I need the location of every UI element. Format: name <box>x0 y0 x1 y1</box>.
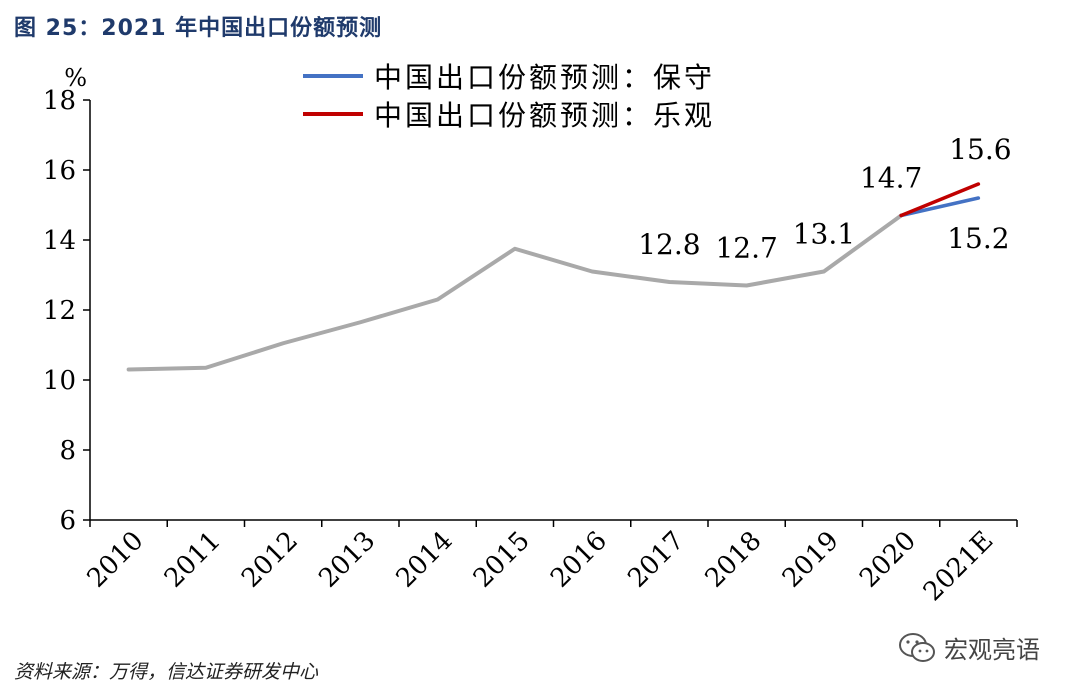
legend-label: 中国出口份额预测：保守 <box>374 61 715 94</box>
x-tick-label: 2012 <box>236 526 304 594</box>
x-tick-label: 2016 <box>545 526 613 594</box>
y-tick-label: 16 <box>43 156 76 186</box>
y-tick-label: 6 <box>59 506 76 536</box>
x-tick-label: 2018 <box>700 526 768 594</box>
x-tick-label: 2014 <box>391 526 459 594</box>
figure-title: 图 25：2021 年中国出口份额预测 <box>14 16 383 41</box>
data-label: 13.1 <box>793 218 855 251</box>
y-axis-label: % <box>64 64 87 92</box>
series-line-0 <box>126 213 904 372</box>
x-tick-label: 2015 <box>468 526 536 594</box>
y-tick-label: 8 <box>59 436 76 466</box>
x-tick-label: 2010 <box>82 526 150 594</box>
data-label: 12.7 <box>715 232 777 265</box>
watermark-text: 宏观亮语 <box>944 636 1040 664</box>
data-label: 15.6 <box>949 133 1011 166</box>
x-tick-label: 2011 <box>159 526 227 594</box>
series-line-2 <box>899 182 981 218</box>
data-label: 15.2 <box>947 222 1009 255</box>
x-tick-label: 2019 <box>777 526 845 594</box>
wechat-icon <box>899 632 935 662</box>
y-tick-label: 14 <box>43 226 76 256</box>
y-tick-label: 10 <box>43 366 76 396</box>
x-tick-label: 2017 <box>622 526 690 594</box>
data-label: 14.7 <box>860 162 922 195</box>
data-label: 12.8 <box>638 228 700 261</box>
watermark: 宏观亮语 <box>898 630 1040 665</box>
legend-label: 中国出口份额预测：乐观 <box>374 99 715 132</box>
x-tick-label: 2013 <box>313 526 381 594</box>
y-tick-label: 18 <box>43 86 76 116</box>
y-tick-label: 12 <box>43 296 76 326</box>
x-tick-label: 2020 <box>854 526 922 594</box>
series-line-1 <box>899 196 981 218</box>
x-tick-label: 2021E <box>918 526 999 607</box>
source-note: 资料来源：万得，信达证券研发中心 <box>14 661 319 683</box>
